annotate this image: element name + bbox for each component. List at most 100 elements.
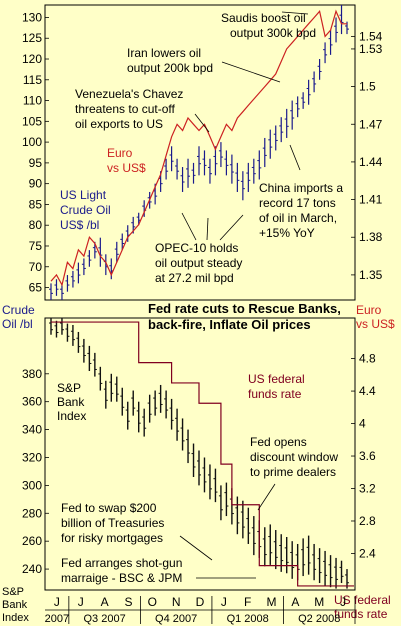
bottom-right-tick-label: 4.4 bbox=[359, 384, 376, 398]
annotation-opec-pointer-mid bbox=[206, 217, 209, 241]
top-left-tick-label: 80 bbox=[29, 218, 43, 232]
annotation-opec-line3: at 27.2 mil bpd bbox=[155, 271, 234, 285]
top-left-tick-label: 75 bbox=[29, 239, 43, 253]
x-axis-periods: 2007 Q3 2007 Q4 2007 Q1 2008 Q2 2008 bbox=[45, 596, 356, 625]
x-month-label: D bbox=[196, 595, 205, 609]
annotation-venezuela-pointer bbox=[194, 113, 210, 133]
x-month-label: J bbox=[78, 595, 84, 609]
top-right-tick-label: 1.41 bbox=[359, 193, 383, 207]
fed-inline-label-1: US federal bbox=[248, 372, 305, 386]
fed-inline-label-2: funds rate bbox=[248, 387, 302, 401]
crude-axis-label-line2: Oil /bl bbox=[2, 317, 33, 331]
spx-inline-label-1: S&P bbox=[57, 381, 81, 395]
bottom-left-tick-label: 260 bbox=[22, 534, 42, 548]
annotation-swap-pointer bbox=[179, 535, 213, 561]
annotation-venezuela-line1: Venezuela's Chavez bbox=[75, 87, 183, 101]
top-left-tick-label: 110 bbox=[23, 94, 42, 108]
top-left-tick-label: 85 bbox=[29, 197, 43, 211]
annotation-swap-line1: Fed to swap $200 bbox=[61, 501, 157, 515]
top-plot-frame bbox=[44, 4, 356, 301]
spx-axis-label-line2: Bank bbox=[2, 599, 28, 611]
top-right-tick-label: 1.44 bbox=[359, 155, 383, 169]
crude-inline-label-2: Crude Oil bbox=[60, 203, 111, 217]
annotation-discount-line3: to prime dealers bbox=[250, 465, 336, 479]
top-right-tick-label: 1.54 bbox=[359, 29, 383, 43]
annotation-venezuela-line3: oil exports to US bbox=[75, 117, 163, 131]
top-left-tick-label: 90 bbox=[29, 177, 43, 191]
bottom-left-tick-label: 380 bbox=[22, 367, 42, 381]
annotation-china-line1: China imports a bbox=[259, 181, 343, 195]
bottom-left-tick-label: 320 bbox=[22, 450, 42, 464]
bottom-right-tick-label: 3.2 bbox=[359, 482, 376, 496]
x-month-label: S bbox=[124, 595, 132, 609]
x-month-label: F bbox=[244, 595, 251, 609]
top-left-tick-label: 70 bbox=[29, 260, 43, 274]
bottom-right-tick-label: 4 bbox=[359, 417, 366, 431]
crude-oil-series bbox=[49, 5, 349, 300]
bottom-right-tick-label: 4.8 bbox=[359, 352, 376, 366]
annotation-discount-window: Fed opens discount window to prime deale… bbox=[250, 435, 338, 511]
annotation-opec: OPEC-10 holds oil output steady at 27.2 … bbox=[155, 212, 244, 285]
bottom-left-tick-label: 240 bbox=[22, 562, 42, 576]
annotation-iran-line1: Iran lowers oil bbox=[127, 46, 201, 60]
annotation-china-line3: of oil in March, bbox=[259, 211, 337, 225]
annotation-shotgun: Fed arranges shot-gun marraige - BSC & J… bbox=[61, 556, 256, 585]
annotation-china-pointer bbox=[289, 144, 301, 171]
fed-funds-rate-line bbox=[51, 321, 354, 587]
euro-axis-label-line1: Euro bbox=[356, 303, 382, 317]
top-right-tick-label: 1.5 bbox=[359, 80, 376, 94]
x-month-label: J bbox=[340, 595, 346, 609]
annotation-shotgun-line2: marraige - BSC & JPM bbox=[61, 571, 182, 585]
spx-axis-label-line3: Index bbox=[2, 612, 29, 624]
top-left-tick-label: 95 bbox=[29, 156, 43, 170]
x-month-label: M bbox=[314, 595, 324, 609]
x-month-label: M bbox=[267, 595, 277, 609]
annotation-venezuela-line2: threatens to cut-off bbox=[75, 102, 176, 116]
crude-inline-label-1: US Light bbox=[60, 188, 107, 202]
bottom-left-tick-label: 340 bbox=[22, 423, 42, 437]
x-month-label: J bbox=[221, 595, 227, 609]
top-left-tick-label: 130 bbox=[22, 10, 42, 24]
x-period-label: Q2 2008 bbox=[298, 613, 340, 625]
spx-inline-label-3: Index bbox=[57, 409, 86, 423]
top-right-tick-label: 1.38 bbox=[359, 230, 383, 244]
spx-inline-label-2: Bank bbox=[57, 395, 85, 409]
x-month-label: O bbox=[148, 595, 157, 609]
x-month-label: A bbox=[101, 595, 109, 609]
annotation-discount-line2: discount window bbox=[250, 450, 338, 464]
fed-axis-label-line1: US federal bbox=[334, 593, 391, 607]
euro-inline-label-1: Euro bbox=[107, 146, 133, 160]
x-period-label: Q1 2008 bbox=[227, 613, 269, 625]
top-left-tick-label: 105 bbox=[22, 114, 42, 128]
annotation-swap-line2: billion of Treasuries bbox=[61, 516, 164, 530]
top-left-axis: 65 70 75 80 85 90 95 100 105 110 115 120 125 130 bbox=[22, 10, 49, 295]
euro-usd-line bbox=[50, 9, 347, 287]
annotation-shotgun-line1: Fed arranges shot-gun bbox=[61, 556, 182, 570]
bottom-left-axis: 240 260 280 300 320 340 360 380 bbox=[22, 367, 49, 576]
bottom-right-tick-label: 3.6 bbox=[359, 449, 376, 463]
crude-axis-label-line1: Crude bbox=[2, 303, 35, 317]
annotation-swap: Fed to swap $200 billion of Treasuries f… bbox=[61, 501, 213, 561]
top-right-tick-label: 1.35 bbox=[359, 268, 383, 282]
annotation-china-line2: record 17 tons bbox=[259, 196, 336, 210]
top-right-axis: 1.35 1.38 1.41 1.44 1.47 1.5 1.531.54 bbox=[351, 29, 383, 282]
crude-inline-label-3: US$ /bl bbox=[60, 218, 99, 232]
x-period-label: 2007 bbox=[45, 613, 69, 625]
top-left-tick-label: 125 bbox=[22, 31, 42, 45]
x-month-label: N bbox=[172, 595, 181, 609]
top-left-tick-label: 100 bbox=[22, 135, 42, 149]
top-right-tick-label: 1.47 bbox=[359, 117, 383, 131]
x-month-label: A bbox=[291, 595, 299, 609]
chart-title-line2: back-fire, Inflate Oil prices bbox=[148, 317, 311, 332]
x-period-label: Q4 2007 bbox=[155, 613, 197, 625]
top-left-tick-label: 120 bbox=[22, 52, 42, 66]
euro-inline-label-2: vs US$ bbox=[107, 161, 146, 175]
annotation-saudis-line2: output 300k bpd bbox=[230, 26, 316, 40]
annotation-saudis: Saudis boost oil output 300k bpd bbox=[221, 11, 316, 40]
annotation-discount-line1: Fed opens bbox=[250, 435, 307, 449]
annotation-opec-pointer-left bbox=[181, 212, 197, 241]
bottom-right-tick-label: 2.8 bbox=[359, 514, 376, 528]
x-period-label: Q3 2007 bbox=[84, 613, 126, 625]
chart-title-line1: Fed rate cuts to Rescue Banks, bbox=[148, 301, 341, 316]
